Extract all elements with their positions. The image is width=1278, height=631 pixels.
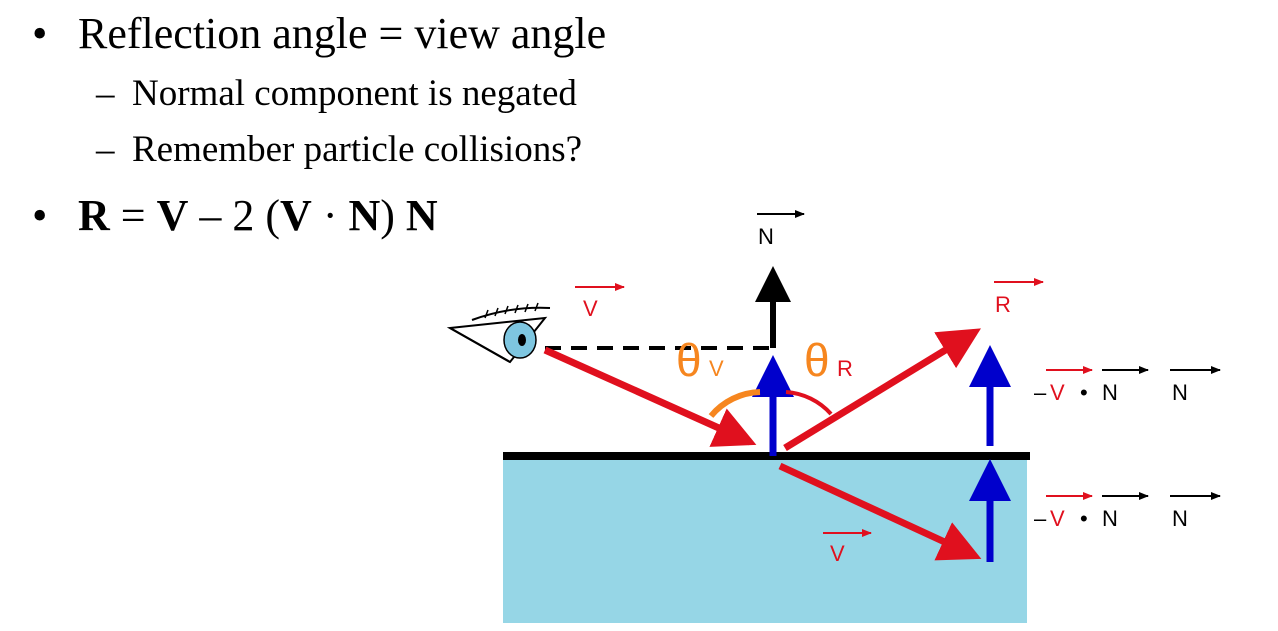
bullet-formula: • R = V – 2 (V · N) N (32, 190, 438, 241)
projection-formula-lower: – V • N N (1034, 492, 1221, 531)
formula-dot: · (311, 191, 349, 240)
reflect-label: R (995, 292, 1011, 317)
formula-n2: N (405, 191, 438, 240)
formula-eq: = (109, 191, 157, 240)
formula-r: R (78, 191, 110, 240)
bullet-symbol: • (32, 191, 48, 240)
eye-icon (446, 302, 551, 364)
neg-sign: – (1034, 380, 1047, 405)
theta-v-subscript: V (709, 356, 724, 381)
v-symbol: V (1050, 506, 1065, 531)
formula-v1: V (156, 191, 189, 240)
sub-bullet-text: Remember particle collisions? (132, 129, 583, 170)
formula-v2: V (280, 191, 312, 240)
dash-symbol: – (96, 73, 115, 114)
theta-r-arc (785, 390, 833, 416)
formula-close: ) (380, 191, 406, 240)
dot-symbol: • (1080, 380, 1088, 405)
continued-view-vector (778, 462, 982, 561)
sub-bullet-normal-component: – Normal component is negated (96, 72, 577, 115)
bullet-reflection-angle: • Reflection angle = view angle (32, 8, 606, 59)
theta-v-arc (708, 389, 761, 418)
reflected-vector (783, 328, 981, 451)
n-symbol: N (1172, 506, 1188, 531)
v-symbol: V (1050, 380, 1065, 405)
underwater-view-label: V (830, 541, 845, 566)
n-symbol: N (1172, 380, 1188, 405)
formula-n1: N (348, 191, 381, 240)
bullet-text: Reflection angle = view angle (78, 9, 607, 58)
dot-symbol: • (1080, 506, 1088, 531)
theta-v-symbol: θ (676, 334, 702, 386)
bullet-symbol: • (32, 9, 48, 58)
theta-r-subscript: R (837, 356, 853, 381)
incident-vector (543, 346, 757, 447)
view-label: V (583, 296, 598, 321)
normal-label: N (758, 224, 774, 249)
sub-bullet-text: Normal component is negated (132, 73, 577, 114)
projection-formula-upper: – V • N N (1034, 366, 1221, 405)
n-symbol: N (1102, 506, 1118, 531)
sub-bullet-particle-collisions: – Remember particle collisions? (96, 128, 582, 171)
dash-symbol: – (96, 129, 115, 170)
theta-r-symbol: θ (804, 334, 830, 386)
n-symbol: N (1102, 380, 1118, 405)
neg-sign: – (1034, 506, 1047, 531)
formula-minus: – 2 ( (188, 191, 281, 240)
